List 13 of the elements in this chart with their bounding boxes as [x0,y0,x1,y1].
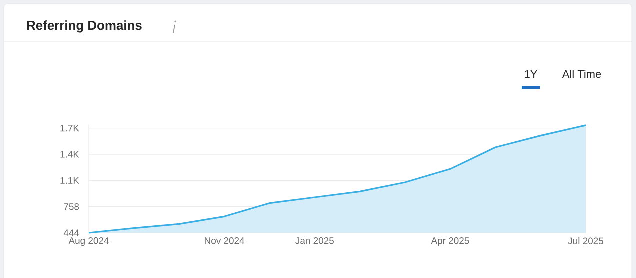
x-tick-label: Aug 2024 [68,238,109,246]
text: 1Y [525,70,538,78]
x-tick-label: Nov 2024 [205,238,245,244]
y-tick-label: 1.1K [60,177,80,184]
y-tick-label: 444 [64,230,80,236]
x-tick-label: Apr 2025 [431,238,470,246]
x-tick-label: Jul 2025 [568,238,604,244]
y-tick-label: 758 [64,203,80,210]
text: All Time [562,70,602,78]
y-tick-label: 1.4K [60,151,80,158]
x-tick-label: Jan 2025 [296,238,334,244]
chart-title: Referring Domains [27,20,142,33]
y-tick-label: 1.7K [60,125,80,132]
